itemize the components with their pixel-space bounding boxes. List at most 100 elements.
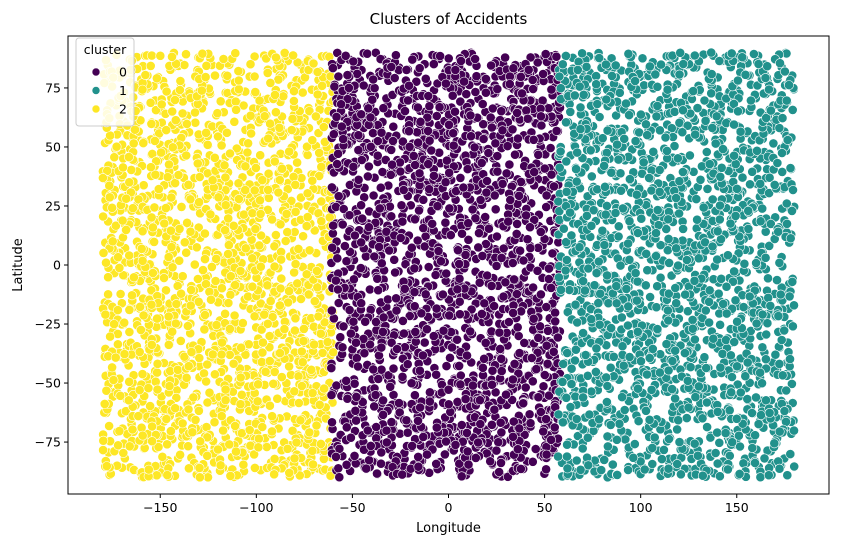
point-cluster-2 <box>128 272 139 283</box>
point-cluster-0 <box>378 312 389 323</box>
point-cluster-0 <box>368 190 379 201</box>
point-cluster-2 <box>152 384 163 395</box>
point-cluster-2 <box>296 381 307 391</box>
point-cluster-0 <box>444 119 454 130</box>
point-cluster-0 <box>458 182 469 193</box>
point-cluster-2 <box>255 208 266 219</box>
point-cluster-0 <box>353 174 364 185</box>
point-cluster-0 <box>424 184 435 195</box>
point-cluster-0 <box>431 303 442 314</box>
point-cluster-0 <box>372 468 382 479</box>
point-cluster-2 <box>201 60 212 71</box>
point-cluster-0 <box>373 373 384 384</box>
point-cluster-0 <box>424 396 435 407</box>
point-cluster-2 <box>246 128 256 139</box>
point-cluster-2 <box>290 179 301 190</box>
point-cluster-2 <box>185 194 196 205</box>
point-cluster-2 <box>134 385 145 395</box>
point-cluster-0 <box>426 145 437 156</box>
point-cluster-2 <box>220 395 231 406</box>
point-cluster-0 <box>521 105 532 116</box>
point-cluster-2 <box>181 247 192 258</box>
point-cluster-0 <box>455 172 466 183</box>
point-cluster-2 <box>245 440 256 451</box>
point-cluster-2 <box>209 152 220 163</box>
point-cluster-2 <box>249 185 260 196</box>
point-cluster-0 <box>337 219 348 230</box>
point-cluster-2 <box>280 236 291 246</box>
point-cluster-2 <box>281 208 292 219</box>
point-cluster-2 <box>151 470 162 481</box>
point-cluster-2 <box>162 470 173 480</box>
point-cluster-2 <box>152 358 163 369</box>
point-cluster-0 <box>363 222 374 233</box>
point-cluster-1 <box>787 276 798 287</box>
point-cluster-2 <box>149 135 160 146</box>
point-cluster-0 <box>463 459 474 470</box>
point-cluster-2 <box>236 342 246 353</box>
point-cluster-0 <box>500 52 510 63</box>
point-cluster-2 <box>210 70 220 81</box>
point-cluster-1 <box>702 422 712 432</box>
point-cluster-0 <box>412 102 423 113</box>
point-cluster-0 <box>514 423 525 434</box>
point-cluster-1 <box>616 185 626 196</box>
point-cluster-2 <box>314 147 325 158</box>
point-cluster-2 <box>163 252 174 262</box>
point-cluster-0 <box>529 167 540 177</box>
point-cluster-0 <box>498 291 509 302</box>
point-cluster-2 <box>284 361 294 372</box>
point-cluster-0 <box>402 427 413 438</box>
point-cluster-0 <box>370 390 381 400</box>
point-cluster-0 <box>440 177 451 188</box>
point-cluster-2 <box>174 85 185 95</box>
point-cluster-2 <box>268 378 279 389</box>
point-cluster-0 <box>326 182 337 193</box>
point-cluster-2 <box>310 111 321 122</box>
point-cluster-0 <box>491 260 502 271</box>
point-cluster-0 <box>528 282 538 293</box>
point-cluster-0 <box>333 191 344 202</box>
point-cluster-2 <box>100 309 111 320</box>
point-cluster-0 <box>463 218 474 229</box>
point-cluster-2 <box>269 156 280 167</box>
point-cluster-2 <box>249 449 259 460</box>
point-cluster-2 <box>127 290 137 301</box>
point-cluster-1 <box>704 285 715 296</box>
point-cluster-0 <box>512 108 522 118</box>
point-cluster-0 <box>435 51 445 61</box>
point-cluster-0 <box>541 464 551 475</box>
point-cluster-1 <box>645 292 655 302</box>
point-cluster-0 <box>376 342 387 353</box>
point-cluster-2 <box>143 383 154 393</box>
point-cluster-0 <box>372 273 383 284</box>
point-cluster-0 <box>335 332 346 343</box>
point-cluster-0 <box>478 134 489 144</box>
point-cluster-0 <box>496 427 507 438</box>
point-cluster-0 <box>337 342 348 353</box>
point-cluster-2 <box>253 379 263 390</box>
point-cluster-2 <box>205 209 216 220</box>
point-cluster-0 <box>377 326 388 337</box>
point-cluster-0 <box>481 187 492 198</box>
point-cluster-2 <box>224 323 235 334</box>
point-cluster-2 <box>293 371 304 382</box>
point-cluster-1 <box>782 470 793 481</box>
point-cluster-0 <box>441 361 452 371</box>
point-cluster-0 <box>345 328 356 339</box>
point-cluster-2 <box>290 206 301 217</box>
point-cluster-1 <box>562 451 572 462</box>
point-cluster-2 <box>270 90 280 100</box>
point-cluster-0 <box>386 62 397 72</box>
point-cluster-0 <box>390 50 401 61</box>
point-cluster-2 <box>176 201 187 212</box>
point-cluster-2 <box>213 192 224 203</box>
point-cluster-2 <box>156 147 166 158</box>
point-cluster-2 <box>179 351 190 362</box>
point-cluster-0 <box>421 324 432 335</box>
point-cluster-2 <box>145 61 156 71</box>
point-cluster-0 <box>420 73 431 84</box>
point-cluster-2 <box>255 261 266 272</box>
point-cluster-0 <box>363 161 374 172</box>
point-cluster-2 <box>216 283 227 294</box>
